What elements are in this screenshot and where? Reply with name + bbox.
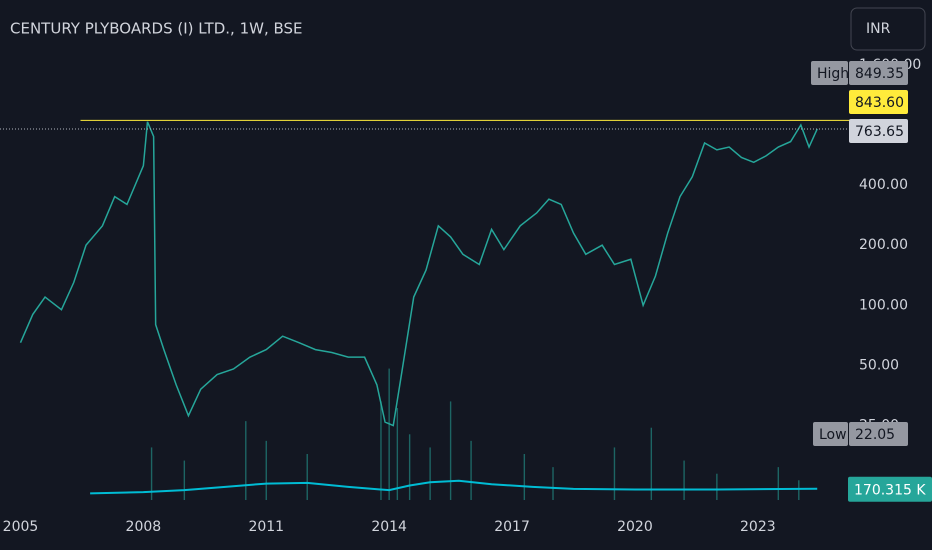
volume-bar bbox=[798, 480, 800, 500]
last-price-value: 763.65 bbox=[855, 124, 904, 140]
volume-bar bbox=[449, 401, 452, 500]
x-tick-label: 2008 bbox=[126, 519, 162, 535]
volume-bar bbox=[716, 473, 718, 500]
reference-value: 843.60 bbox=[855, 95, 904, 111]
low-label: Low bbox=[819, 427, 847, 443]
volume-bar bbox=[265, 440, 267, 500]
chart-title: CENTURY PLYBOARDS (I) LTD., 1W, BSE bbox=[10, 20, 303, 38]
volume-bar bbox=[396, 408, 399, 500]
volume-bar bbox=[408, 434, 411, 500]
volume-bar bbox=[552, 467, 554, 500]
x-tick-label: 2011 bbox=[248, 519, 284, 535]
volume-bar bbox=[150, 447, 153, 500]
volume-bar bbox=[245, 421, 247, 500]
volume-ma-value: 170.315 K bbox=[854, 482, 926, 498]
x-tick-label: 2005 bbox=[3, 519, 39, 535]
y-tick-label: 400.00 bbox=[859, 177, 908, 193]
last-price-value-box bbox=[849, 118, 908, 143]
high-value-box bbox=[849, 61, 908, 85]
volume-ma-line bbox=[90, 479, 818, 495]
volume-bar bbox=[777, 467, 780, 500]
x-tick-label: 2020 bbox=[617, 519, 653, 535]
volume-bar bbox=[429, 447, 431, 500]
currency-button[interactable] bbox=[850, 7, 926, 51]
volume-bar bbox=[306, 454, 308, 500]
x-tick-label: 2023 bbox=[740, 519, 776, 535]
x-tick-label: 2017 bbox=[494, 519, 530, 535]
low-label-box bbox=[813, 422, 848, 446]
y-tick-label: 200.00 bbox=[859, 237, 908, 253]
volume-bar bbox=[380, 401, 382, 500]
y-tick-label: 100.00 bbox=[859, 297, 908, 313]
volume-ma-value-box bbox=[848, 476, 932, 502]
x-tick-label: 2014 bbox=[371, 519, 407, 535]
high-label: High bbox=[817, 66, 849, 82]
volume-bar bbox=[470, 440, 472, 500]
volume-bar bbox=[183, 460, 186, 500]
y-tick-label: 50.00 bbox=[859, 357, 899, 373]
high-value: 849.35 bbox=[855, 66, 904, 82]
reference-value-box bbox=[849, 90, 908, 114]
volume-bar bbox=[613, 447, 616, 500]
volume-bar bbox=[683, 460, 685, 500]
currency-label[interactable]: INR bbox=[866, 21, 891, 37]
volume-bar bbox=[650, 427, 653, 500]
high-label-box bbox=[811, 61, 848, 85]
volume-bar bbox=[523, 454, 526, 500]
low-value-box bbox=[849, 422, 908, 446]
low-value: 22.05 bbox=[855, 427, 895, 443]
volume-bar bbox=[388, 368, 390, 500]
